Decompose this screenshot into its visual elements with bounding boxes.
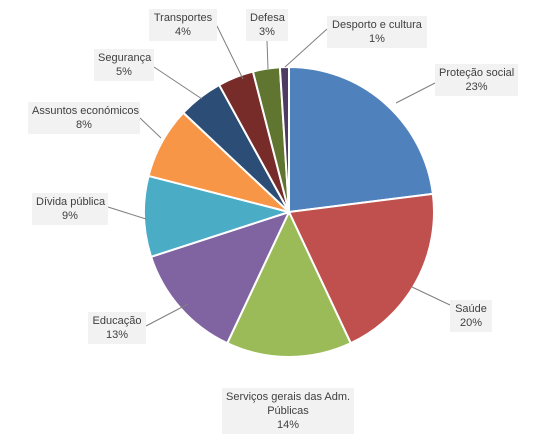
leader-line (284, 28, 328, 68)
data-label: Defesa 3% (246, 9, 288, 41)
data-label: Desporto e cultura 1% (327, 16, 427, 48)
leader-line (411, 286, 451, 306)
data-label-category: Serviços gerais das Adm. (226, 391, 351, 403)
leader-line (139, 117, 162, 139)
data-label-percent: 8% (76, 119, 92, 131)
data-label-percent: 5% (116, 66, 132, 78)
leader-line (107, 206, 147, 220)
data-label: Serviços gerais das Adm. Públicas 14% (222, 388, 354, 434)
data-label-category: Proteção social (439, 67, 515, 79)
data-label-category: Educação (92, 315, 142, 327)
data-label-percent: 20% (459, 317, 483, 329)
data-label: Transportes 4% (149, 9, 217, 41)
pie-slice (278, 66, 290, 213)
pie-slice (226, 211, 352, 358)
pie-slice (288, 66, 434, 213)
data-label: Dívida pública 9% (32, 193, 108, 225)
leader-line (153, 66, 203, 100)
data-label-category: Segurança (98, 52, 152, 64)
pie-slice (288, 192, 435, 345)
data-label-percent: 13% (105, 329, 129, 341)
data-label-category: Dívida pública (36, 196, 106, 208)
leader-line (266, 40, 269, 70)
data-label-category: Públicas (267, 405, 309, 417)
data-label: Proteção social 23% (435, 64, 518, 96)
data-label-percent: 4% (175, 26, 191, 38)
data-label-percent: 1% (369, 33, 385, 45)
data-label-percent: 23% (465, 81, 488, 93)
pie-slice (143, 174, 290, 258)
data-label-percent: 3% (259, 26, 275, 38)
data-label: Segurança 5% (94, 49, 154, 81)
data-label: Educação 13% (88, 312, 146, 344)
data-label-category: Defesa (250, 12, 285, 24)
leader-line (216, 25, 244, 80)
leader-line (145, 303, 189, 327)
data-label: Saúde 20% (450, 300, 492, 332)
leader-line (395, 82, 436, 104)
data-label-percent: 14% (276, 419, 300, 431)
data-label-category: Assuntos económicos (32, 105, 139, 117)
data-label: Assuntos económicos 8% (28, 102, 140, 134)
data-label-category: Saúde (455, 303, 487, 315)
data-label-category: Transportes (153, 12, 213, 24)
data-label-category: Desporto e cultura (332, 19, 422, 31)
data-label-percent: 9% (62, 210, 78, 222)
